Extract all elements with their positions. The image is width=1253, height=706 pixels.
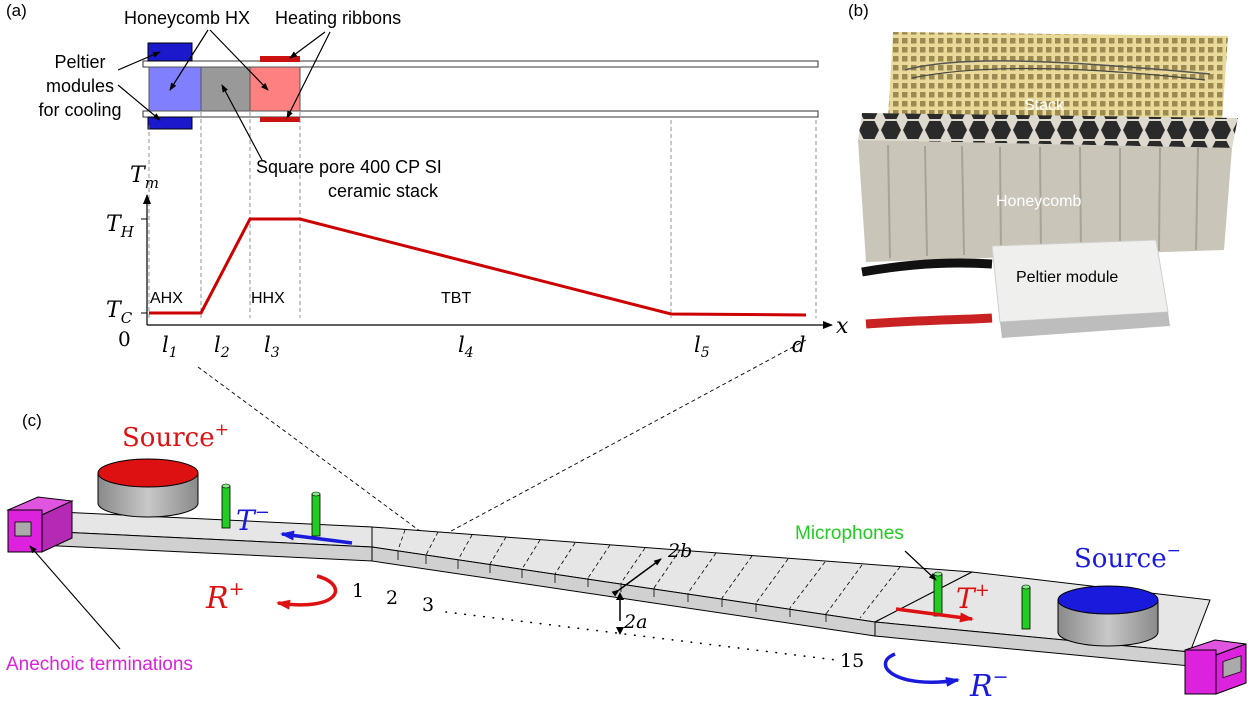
y-axis-label: Tm (130, 163, 159, 192)
dim-2b-label: 2b (667, 540, 692, 562)
r-plus-label: R+ (205, 578, 245, 616)
segment-label-l2: l2 (214, 333, 230, 361)
anechoic-label: Anechoic terminations (6, 654, 193, 675)
microphone-left-1 (221, 483, 231, 529)
photo-label-stack: Stack (1024, 97, 1065, 114)
cell-number-3: 3 (422, 594, 434, 616)
heating-ribbon-bottom (260, 117, 300, 122)
leader-ribbon-bottom (286, 31, 331, 119)
honeycomb-hx-label: Honeycomb HX (124, 8, 250, 28)
t-plus-arrow (895, 607, 974, 623)
heating-ribbon-top (260, 56, 300, 62)
tube-wall-top (142, 60, 819, 68)
region-ahx: AHX (150, 290, 183, 307)
origin-label: 0 (118, 327, 131, 351)
source-minus (1057, 585, 1159, 647)
microphone-left-2 (311, 491, 321, 537)
r-minus-arrow (883, 652, 960, 687)
cold-heat-exchanger (148, 66, 202, 112)
r-minus-label: R− (969, 666, 1009, 704)
microphones-label: Microphones (795, 523, 904, 544)
dim-2a-arrowhead-top (616, 592, 624, 600)
peltier-label-line2: modules (46, 76, 114, 96)
segment-labels: l1 l2 l3 l4 l5 d (162, 333, 805, 361)
leader-peltier-top (117, 51, 161, 71)
r-plus-arrow (276, 574, 338, 610)
segment-label-d: d (792, 333, 805, 357)
cell-number-2: 2 (386, 587, 398, 609)
leader-peltier-bottom (117, 84, 161, 121)
peltier-label-line1: Peltier (54, 52, 105, 72)
region-tbt: TBT (441, 290, 471, 307)
region-hhx: HHX (251, 290, 285, 307)
t-minus-arrow (280, 530, 353, 545)
leader-stack (221, 84, 263, 161)
photo-stack (888, 32, 1228, 120)
zoom-line-left (197, 366, 429, 538)
heating-ribbons-label: Heating ribbons (275, 8, 401, 28)
leader-honeycomb-hot (209, 29, 269, 91)
microphones-leader (904, 550, 937, 581)
leader-ribbon-top (289, 31, 326, 59)
photo-label-honeycomb: Honeycomb (996, 193, 1081, 210)
cell-dividers (397, 529, 901, 619)
source-plus-label: Source+ (122, 420, 229, 453)
panel-label-a: (a) (6, 1, 27, 20)
panel-label-c: (c) (22, 411, 42, 430)
tube-wall-bottom (142, 110, 819, 118)
cell-number-1: 1 (352, 580, 364, 602)
photo-honeycomb (858, 113, 1238, 262)
microphone-right-2 (1021, 584, 1031, 630)
dim-2a-label: 2a (623, 611, 647, 633)
region-guides (148, 112, 817, 318)
peltier-label-line3: for cooling (38, 100, 121, 120)
x-axis-label: x (836, 314, 849, 339)
ceramic-stack (200, 66, 251, 112)
hot-heat-exchanger (249, 66, 301, 112)
peltier-module-bottom (147, 116, 193, 130)
dim-2b-arrow (611, 558, 662, 597)
source-plus (97, 458, 199, 518)
stack-label-line2: ceramic stack (328, 181, 439, 201)
th-label: TH (106, 212, 135, 241)
termination-right (1184, 639, 1247, 695)
segment-label-l1: l1 (162, 333, 178, 361)
termination-left (6, 496, 74, 553)
source-minus-label: Source− (1074, 541, 1181, 574)
segment-label-l4: l4 (458, 333, 474, 361)
t-plus-label: T+ (956, 580, 990, 615)
panel-label-b: (b) (848, 1, 869, 20)
photo-peltier (861, 239, 1170, 338)
dim-2a-arrowhead-bottom (616, 627, 624, 635)
segment-label-l5: l5 (694, 333, 710, 361)
segment-label-l3: l3 (264, 333, 280, 361)
cell-ticks (397, 551, 827, 622)
cell-number-last: 15 (840, 650, 864, 672)
leader-honeycomb-cold (169, 29, 209, 91)
photo-label-peltier: Peltier module (1016, 269, 1118, 286)
t-minus-label: T− (236, 502, 270, 537)
tc-label: TC (106, 298, 133, 327)
zoom-line-right (439, 339, 807, 538)
peltier-module-top (147, 42, 193, 62)
anechoic-leader (29, 545, 121, 650)
stack-label-line1: Square pore 400 CP SI (256, 157, 442, 177)
temperature-profile (149, 217, 807, 317)
